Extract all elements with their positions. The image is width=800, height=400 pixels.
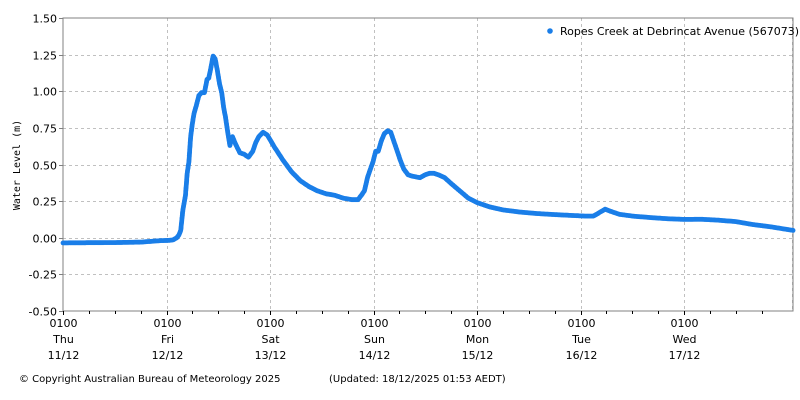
plot-frame [62,17,794,312]
x-axis: 0100 Thu 11/12 0100 Fri 12/12 0100 Sat 13/12 0100… [48,311,763,362]
copyright-text: © Copyright Australian Bureau of Meteoro… [19,374,281,385]
x-tick-day: Wed [673,333,697,346]
y-tick-label: 1.25 [33,50,58,63]
x-tick-time: 0100 [361,317,389,330]
x-tick-time: 0100 [154,317,182,330]
x-tick-day: Mon [466,333,489,346]
y-tick-label: -0.25 [29,269,57,282]
x-tick-time: 0100 [464,317,492,330]
y-tick-label: 0.00 [33,233,58,246]
legend: Ropes Creek at Debrincat Avenue (567073) [547,25,799,38]
x-tick-date: 17/12 [669,349,701,362]
legend-label: Ropes Creek at Debrincat Avenue (567073) [560,25,799,38]
x-tick-time: 0100 [50,317,78,330]
x-tick-date: 15/12 [462,349,494,362]
x-tick-day: Fri [161,333,174,346]
grid-lines [63,18,793,311]
x-tick-date: 14/12 [359,349,391,362]
x-tick-date: 13/12 [255,349,287,362]
data-point [790,228,796,233]
x-tick-date: 11/12 [48,349,80,362]
x-tick-date: 16/12 [566,349,598,362]
y-tick-label: 1.50 [33,13,58,26]
x-tick-date: 12/12 [152,349,184,362]
x-tick-day: Tue [571,333,591,346]
hydrograph-chart: 1.50 1.25 1.00 0.75 0.50 0.25 0.00 -0.25 -0.50 0… [12,13,799,363]
x-tick-day: Thu [52,333,74,346]
y-tick-label: 0.50 [33,160,58,173]
x-tick-time: 0100 [568,317,596,330]
y-tick-label: -0.50 [29,306,57,319]
series-line [62,54,794,244]
y-axis-label: Water Level (m) [12,120,23,210]
x-tick-day: Sun [364,333,385,346]
y-axis: 1.50 1.25 1.00 0.75 0.50 0.25 0.00 -0.25 -0.50 [29,13,63,319]
y-tick-label: 0.75 [33,123,58,136]
updated-timestamp: (Updated: 18/12/2025 01:53 AEDT) [329,374,506,385]
x-tick-time: 0100 [257,317,285,330]
water-level-series [60,53,796,246]
y-tick-label: 1.00 [33,86,58,99]
legend-marker-icon [547,28,553,34]
x-tick-day: Sat [261,333,280,346]
x-tick-time: 0100 [671,317,699,330]
y-tick-label: 0.25 [33,196,58,209]
